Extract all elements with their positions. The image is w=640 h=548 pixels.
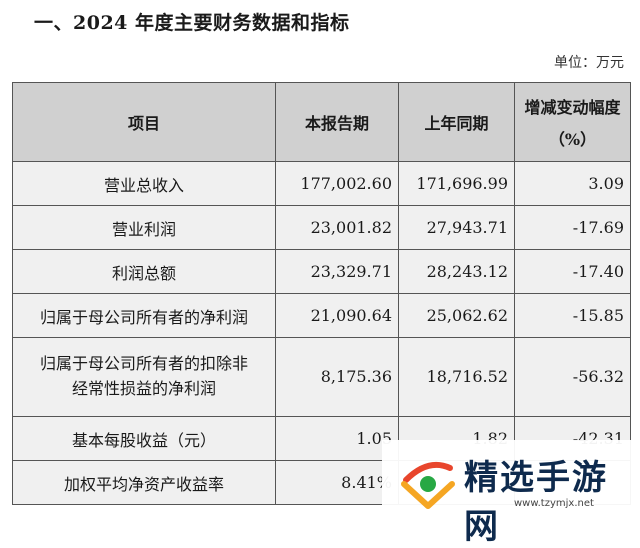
row-current: 21,090.64 <box>275 293 399 338</box>
row-item-line1: 归属于母公司所有者的扣除非 <box>39 354 248 374</box>
row-current: 23,329.71 <box>275 249 399 294</box>
row-previous: 28,243.12 <box>398 249 515 294</box>
row-current: 8,175.36 <box>275 337 399 417</box>
header-change-rate: 增减变动幅度 （%） <box>514 82 631 162</box>
row-previous: 171,696.99 <box>398 161 515 206</box>
row-previous: 18,716.52 <box>398 337 515 417</box>
row-change: -17.69 <box>514 205 631 250</box>
watermark-text: 精选手游网 <box>464 458 608 547</box>
row-item: 归属于母公司所有者的扣除非 经常性损益的净利润 <box>12 337 276 417</box>
row-current: 23,001.82 <box>275 205 399 250</box>
header-change-line2: （%） <box>548 130 597 149</box>
table-row: 营业总收入 177,002.60 171,696.99 3.09 <box>12 161 631 206</box>
watermark-url: www.tzymjx.net <box>514 498 594 509</box>
row-previous: 27,943.71 <box>398 205 515 250</box>
row-item: 营业利润 <box>12 205 276 250</box>
row-change: -56.32 <box>514 337 631 417</box>
table-row: 归属于母公司所有者的净利润 21,090.64 25,062.62 -15.85 <box>12 293 631 338</box>
table-header-row: 项目 本报告期 上年同期 增减变动幅度 （%） <box>12 82 631 162</box>
header-item: 项目 <box>12 82 276 162</box>
table-row: 营业利润 23,001.82 27,943.71 -17.69 <box>12 205 631 250</box>
row-current: 8.41% <box>275 460 399 505</box>
header-change-line1: 增减变动幅度 <box>524 98 621 117</box>
row-item: 基本每股收益（元） <box>12 416 276 461</box>
row-item-line2: 经常性损益的净利润 <box>71 379 216 398</box>
row-current: 1.05 <box>275 416 399 461</box>
row-previous: 25,062.62 <box>398 293 515 338</box>
unit-label: 单位：万元 <box>554 55 624 71</box>
row-change: -17.40 <box>514 249 631 294</box>
header-current-period: 本报告期 <box>275 82 399 162</box>
table-row: 利润总额 23,329.71 28,243.12 -17.40 <box>12 249 631 294</box>
row-current: 177,002.60 <box>275 161 399 206</box>
header-previous-period: 上年同期 <box>398 82 515 162</box>
row-item: 归属于母公司所有者的净利润 <box>12 293 276 338</box>
table-row: 归属于母公司所有者的扣除非 经常性损益的净利润 8,175.36 18,716.… <box>12 337 631 417</box>
section-heading: 一、2024 年度主要财务数据和指标 <box>34 12 350 34</box>
row-item: 利润总额 <box>12 249 276 294</box>
site-watermark: 精选手游网 www.tzymjx.net <box>382 440 640 547</box>
row-item: 加权平均净资产收益率 <box>12 460 276 505</box>
row-change: -15.85 <box>514 293 631 338</box>
row-item: 营业总收入 <box>12 161 276 206</box>
site-logo-icon <box>401 462 455 509</box>
row-change: 3.09 <box>514 161 631 206</box>
